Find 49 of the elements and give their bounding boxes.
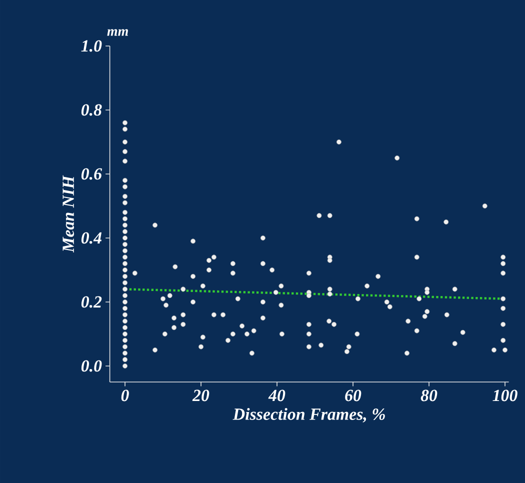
point bbox=[122, 158, 128, 164]
x-tick-label: 20 bbox=[192, 390, 210, 402]
point bbox=[122, 350, 128, 356]
point bbox=[122, 338, 128, 343]
point bbox=[122, 216, 128, 222]
point bbox=[122, 286, 128, 292]
point bbox=[122, 178, 128, 183]
point bbox=[122, 363, 128, 368]
text: mm bbox=[107, 29, 128, 36]
y-tick-label: 0.4 bbox=[81, 232, 102, 244]
point bbox=[122, 242, 128, 247]
x-tick-label: 60 bbox=[345, 390, 362, 402]
point bbox=[122, 261, 128, 266]
point bbox=[122, 222, 128, 228]
point bbox=[122, 306, 128, 311]
y-tick-label: 1.0 bbox=[81, 40, 102, 52]
point bbox=[122, 184, 128, 190]
y-tick-label: 0.0 bbox=[81, 360, 102, 372]
x-tick-label: 80 bbox=[420, 390, 438, 402]
y-tick-label: 0.8 bbox=[81, 104, 102, 116]
point bbox=[122, 280, 128, 286]
x-tick-label: 0 bbox=[121, 390, 129, 402]
point bbox=[122, 235, 128, 240]
point bbox=[122, 126, 128, 132]
point bbox=[122, 299, 128, 304]
point bbox=[122, 139, 128, 144]
x-tick-label: 100 bbox=[492, 390, 518, 402]
point bbox=[122, 229, 128, 234]
point bbox=[122, 274, 128, 279]
y-tick-label: 0.2 bbox=[81, 296, 102, 308]
x-axis-title: Dissection Frames, % bbox=[232, 408, 385, 422]
point bbox=[122, 149, 128, 154]
x-tick-label: 40 bbox=[268, 390, 286, 402]
point bbox=[122, 357, 128, 362]
point bbox=[122, 318, 128, 324]
point bbox=[122, 293, 128, 298]
point bbox=[122, 248, 128, 254]
point bbox=[122, 331, 128, 336]
point bbox=[122, 325, 128, 330]
point bbox=[122, 200, 128, 206]
point bbox=[122, 210, 128, 215]
point bbox=[122, 120, 128, 126]
point bbox=[122, 254, 128, 260]
point bbox=[122, 312, 128, 318]
point bbox=[122, 194, 128, 199]
point bbox=[122, 267, 128, 272]
point bbox=[122, 344, 128, 350]
y-axis-title: Mean NIH bbox=[62, 175, 74, 253]
y-tick-label: 0.6 bbox=[81, 168, 102, 180]
